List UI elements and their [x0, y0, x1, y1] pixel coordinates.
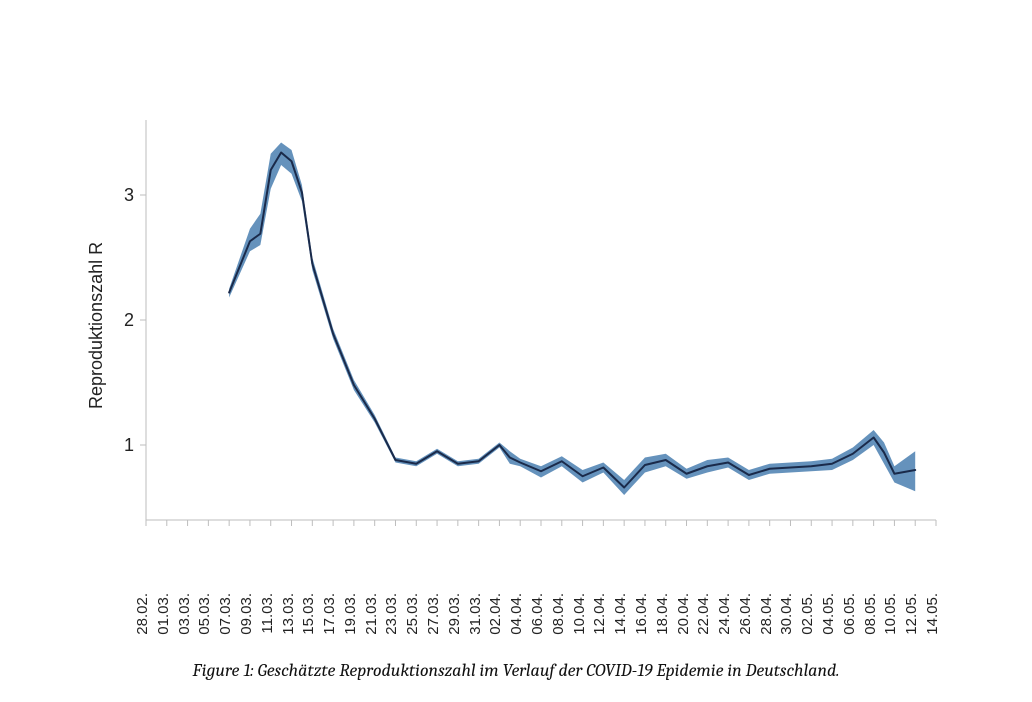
x-tick-label: 15.03. [300, 593, 317, 648]
x-tick-label: 20.04. [675, 593, 692, 648]
x-tick-label: 12.05. [903, 593, 920, 648]
x-tick-label: 23.03. [383, 593, 400, 648]
x-tick-label: 27.03. [425, 593, 442, 648]
x-tick-label: 31.03. [467, 593, 484, 648]
figure-caption: Figure 1: Geschätzte Reproduktionszahl i… [0, 660, 1032, 681]
x-tick-label: 10.04. [571, 593, 588, 648]
x-tick-label: 08.05. [862, 593, 879, 648]
y-axis-label: Reproduktionszahl R [86, 242, 107, 409]
x-tick-label: 28.04. [758, 593, 775, 648]
x-tick-label: 14.04. [612, 593, 629, 648]
x-tick-label: 28.02. [134, 593, 151, 648]
x-tick-label: 04.05. [820, 593, 837, 648]
x-tick-label: 14.05. [924, 593, 941, 648]
x-tick-label: 06.05. [841, 593, 858, 648]
x-tick-label: 09.03. [238, 593, 255, 648]
x-tick-label: 30.04. [778, 593, 795, 648]
x-tick-label: 16.04. [633, 593, 650, 648]
x-tick-label: 24.04. [716, 593, 733, 648]
x-tick-label: 18.04. [654, 593, 671, 648]
x-tick-label: 11.03. [259, 593, 276, 648]
x-tick-label: 17.03. [321, 593, 338, 648]
x-tick-label: 05.03. [196, 593, 213, 648]
x-tick-label: 02.04. [487, 593, 504, 648]
x-tick-label: 21.03. [363, 593, 380, 648]
x-tick-label: 10.05. [882, 593, 899, 648]
x-tick-label: 07.03. [217, 593, 234, 648]
x-tick-label: 01.03. [155, 593, 172, 648]
x-tick-label: 08.04. [550, 593, 567, 648]
x-tick-label: 25.03. [404, 593, 421, 648]
x-tick-label: 29.03. [446, 593, 463, 648]
x-tick-label: 13.03. [280, 593, 297, 648]
y-tick-label: 2 [110, 310, 134, 331]
y-tick-label: 1 [110, 435, 134, 456]
y-tick-label: 3 [110, 185, 134, 206]
x-tick-label: 22.04. [695, 593, 712, 648]
x-tick-label: 19.03. [342, 593, 359, 648]
x-tick-label: 02.05. [799, 593, 816, 648]
x-tick-label: 04.04. [508, 593, 525, 648]
x-tick-label: 06.04. [529, 593, 546, 648]
x-tick-label: 03.03. [176, 593, 193, 648]
x-tick-label: 26.04. [737, 593, 754, 648]
x-tick-label: 12.04. [591, 593, 608, 648]
